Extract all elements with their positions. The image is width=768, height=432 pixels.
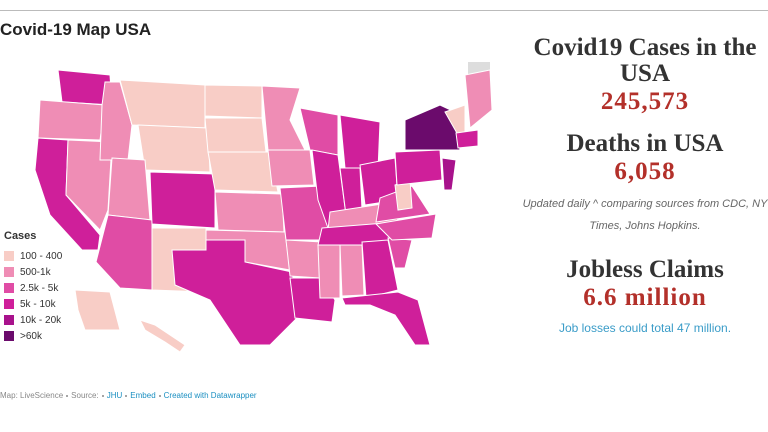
state (267, 149, 315, 187)
legend-swatch (4, 299, 14, 309)
state (139, 319, 186, 353)
state (74, 289, 121, 331)
state (37, 99, 106, 141)
legend-item: >60k (4, 328, 62, 344)
legend-swatch (4, 283, 14, 293)
state (464, 69, 493, 129)
state (339, 244, 365, 297)
state (204, 84, 263, 119)
legend-label: 2.5k - 5k (20, 282, 59, 294)
legend-label: 500-1k (20, 266, 51, 278)
legend-item: 100 - 400 (4, 248, 62, 264)
state (441, 157, 457, 191)
legend-item: 500-1k (4, 264, 62, 280)
deaths-value: 6,058 (614, 158, 676, 185)
state (137, 124, 211, 173)
state (341, 291, 431, 346)
state (455, 129, 479, 149)
footer-text: JHU (106, 391, 123, 400)
state (95, 214, 153, 291)
state (361, 239, 399, 299)
state (149, 171, 216, 229)
footer: Map: LiveScience Source: JHU Embed Created w… (0, 391, 257, 400)
legend-title: Cases (4, 230, 37, 242)
deaths-title: Deaths in USA (566, 130, 724, 157)
separator-dot (125, 394, 128, 397)
map (34, 62, 493, 353)
state (404, 104, 461, 151)
state (214, 191, 285, 233)
separator-dot (158, 394, 161, 397)
footer-text: Embed (130, 391, 156, 400)
footer-text: Source: (71, 391, 99, 400)
legend-label: 100 - 400 (20, 250, 63, 262)
cases-value: 245,573 (600, 88, 690, 115)
state (299, 107, 339, 156)
state (285, 239, 323, 279)
legend-swatch (4, 315, 14, 325)
legend: Cases 100 - 400 500-1k 2.5k - 5k 5k - 10k 10… (4, 230, 62, 344)
legend-item: 10k - 20k (4, 312, 62, 328)
map-title: Covid-19 Map USA (0, 20, 152, 39)
legend-label: 10k - 20k (20, 314, 62, 326)
legend-item: 2.5k - 5k (4, 280, 62, 296)
jobless-title: Jobless Claims (566, 256, 724, 283)
state (317, 244, 341, 299)
separator-dot (101, 394, 104, 397)
divider (0, 10, 768, 11)
jobless-note: Job losses could total 47 million. (558, 321, 732, 335)
state (204, 117, 267, 153)
jobless-value: 6.6 million (583, 284, 707, 311)
footer-text: Created with Datawrapper (163, 391, 257, 400)
cases-title: Covid19 Cases in the USA (533, 34, 757, 87)
legend-swatch (4, 267, 14, 277)
state (107, 157, 151, 221)
update-note: Updated daily ^ comparing sources from C… (522, 198, 768, 232)
state (207, 151, 279, 193)
state (261, 85, 306, 151)
legend-swatch (4, 331, 14, 341)
stats-panel: Covid19 Cases in the USA 245,573 Deaths … (520, 34, 768, 336)
legend-label: 5k - 10k (20, 298, 56, 310)
state (374, 213, 437, 241)
legend-item: 5k - 10k (4, 296, 62, 312)
state (394, 149, 443, 186)
footer-text: Map: LiveScience (0, 391, 64, 400)
legend-label: >60k (20, 330, 42, 342)
state (171, 239, 301, 346)
separator-dot (66, 394, 69, 397)
state (119, 79, 206, 129)
legend-swatch (4, 251, 14, 261)
